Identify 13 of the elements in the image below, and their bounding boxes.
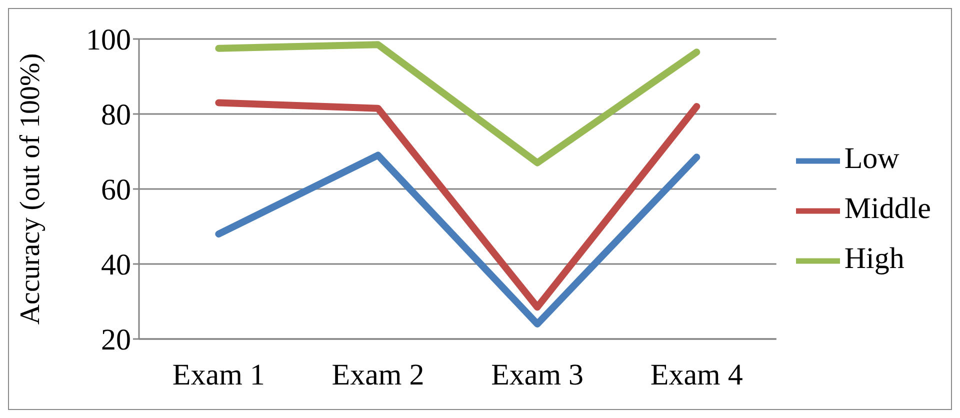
x-tick-label: Exam 4	[650, 358, 743, 392]
x-tick-label: Exam 1	[172, 358, 265, 392]
x-tick-label: Exam 2	[332, 358, 424, 392]
y-tick-label: 60	[101, 174, 131, 207]
legend-label: Middle	[844, 192, 931, 225]
legend-label: High	[844, 242, 904, 275]
y-tick-label: 40	[101, 248, 131, 282]
y-tick-label: 80	[101, 98, 131, 132]
y-tick-label: 20	[101, 324, 131, 357]
y-tick-label: 100	[86, 24, 131, 57]
x-tick-label: Exam 3	[491, 358, 584, 392]
y-axis-title: Accuracy (out of 100%)	[14, 53, 46, 325]
legend-label: Low	[844, 142, 900, 175]
